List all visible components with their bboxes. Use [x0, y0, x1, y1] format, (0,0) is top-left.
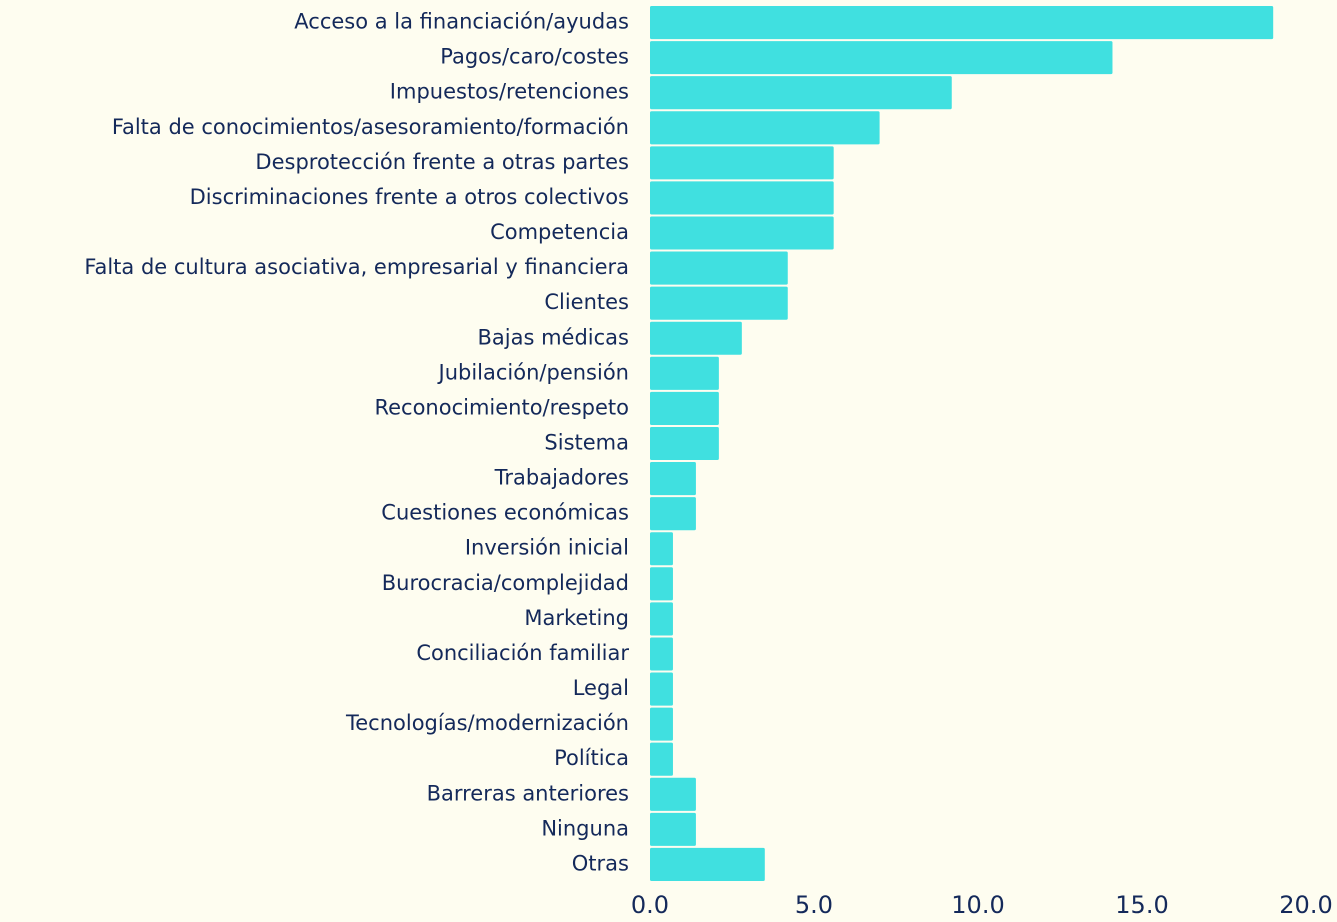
bar — [650, 742, 673, 776]
bar — [650, 356, 719, 390]
bar — [650, 41, 1113, 75]
y-tick-label: Política — [554, 746, 629, 770]
bar — [650, 602, 673, 636]
y-tick-label: Reconocimiento/respeto — [374, 395, 629, 419]
y-tick-label: Otras — [572, 851, 629, 875]
bar — [650, 251, 788, 285]
x-tick-label: 0.0 — [631, 891, 669, 919]
y-tick-label: Jubilación/pensión — [437, 360, 629, 384]
bar — [650, 321, 742, 355]
bar — [650, 146, 834, 180]
y-tick-label: Impuestos/retenciones — [390, 80, 629, 104]
y-tick-label: Sistema — [544, 431, 629, 455]
x-tick-label: 5.0 — [795, 891, 833, 919]
y-tick-label: Legal — [573, 676, 629, 700]
bar — [650, 426, 719, 461]
y-tick-label: Cuestiones económicas — [381, 501, 629, 525]
bar — [650, 672, 673, 706]
bar — [650, 812, 696, 846]
x-tick-label: 10.0 — [951, 891, 1004, 919]
y-tick-label: Falta de conocimientos/asesoramiento/for… — [112, 115, 629, 139]
y-tick-label: Marketing — [524, 606, 629, 630]
y-tick-label: Desprotección frente a otras partes — [255, 150, 629, 174]
y-tick-label: Conciliación familiar — [416, 641, 629, 665]
bar — [650, 567, 673, 601]
bar — [650, 462, 696, 496]
y-tick-label: Acceso a la financiación/ayudas — [294, 10, 629, 34]
bar — [650, 637, 673, 671]
y-tick-label: Falta de cultura asociativa, empresarial… — [84, 255, 629, 279]
y-tick-label: Clientes — [544, 290, 629, 314]
y-tick-label: Bajas médicas — [478, 325, 630, 349]
bar — [650, 777, 696, 811]
y-tick-label: Ninguna — [541, 816, 629, 840]
bar — [650, 6, 1274, 40]
bar — [650, 532, 673, 566]
y-tick-label: Barreras anteriores — [427, 781, 629, 805]
y-tick-label: Inversión inicial — [465, 536, 629, 560]
bar — [650, 286, 788, 320]
y-tick-label: Tecnologías/modernización — [345, 711, 629, 735]
y-tick-label: Burocracia/complejidad — [382, 571, 629, 595]
y-tick-label: Competencia — [490, 220, 629, 244]
bar — [650, 181, 834, 215]
bar — [650, 76, 952, 110]
y-tick-label: Discriminaciones frente a otros colectiv… — [190, 185, 629, 209]
bar — [650, 847, 765, 881]
bar — [650, 707, 673, 741]
bar — [650, 497, 696, 531]
x-tick-label: 20.0 — [1279, 891, 1332, 919]
x-tick-label: 15.0 — [1115, 891, 1168, 919]
bar — [650, 216, 834, 250]
bar — [650, 111, 880, 145]
y-tick-label: Pagos/caro/costes — [440, 45, 629, 69]
bar — [650, 391, 719, 425]
y-tick-label: Trabajadores — [494, 466, 629, 490]
